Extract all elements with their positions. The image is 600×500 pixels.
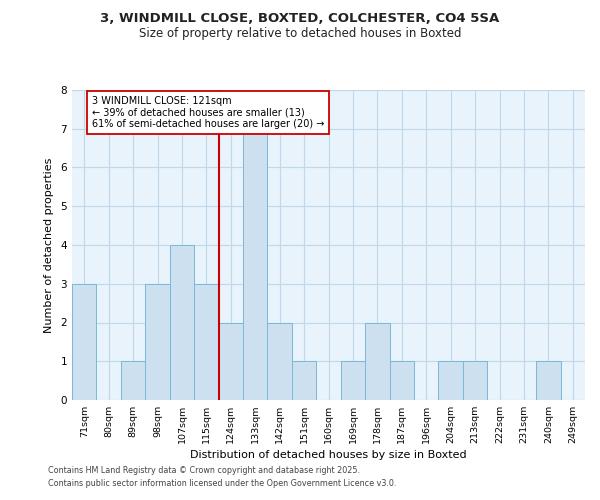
Bar (218, 322, 243, 400)
Bar (243, 128, 268, 400)
Bar (341, 361, 365, 400)
Bar (145, 284, 170, 400)
Y-axis label: Number of detached properties: Number of detached properties (44, 158, 53, 332)
X-axis label: Distribution of detached houses by size in Boxted: Distribution of detached houses by size … (190, 450, 467, 460)
Text: Size of property relative to detached houses in Boxted: Size of property relative to detached ho… (139, 28, 461, 40)
Bar (439, 361, 463, 400)
Bar (72, 284, 97, 400)
Text: 3, WINDMILL CLOSE, BOXTED, COLCHESTER, CO4 5SA: 3, WINDMILL CLOSE, BOXTED, COLCHESTER, C… (100, 12, 500, 26)
Bar (536, 361, 560, 400)
Bar (365, 322, 389, 400)
Text: 3 WINDMILL CLOSE: 121sqm
← 39% of detached houses are smaller (13)
61% of semi-d: 3 WINDMILL CLOSE: 121sqm ← 39% of detach… (92, 96, 324, 129)
Bar (268, 322, 292, 400)
Bar (170, 245, 194, 400)
Bar (463, 361, 487, 400)
Text: Contains HM Land Registry data © Crown copyright and database right 2025.
Contai: Contains HM Land Registry data © Crown c… (48, 466, 397, 487)
Bar (121, 361, 145, 400)
Bar (389, 361, 414, 400)
Bar (194, 284, 218, 400)
Bar (292, 361, 316, 400)
